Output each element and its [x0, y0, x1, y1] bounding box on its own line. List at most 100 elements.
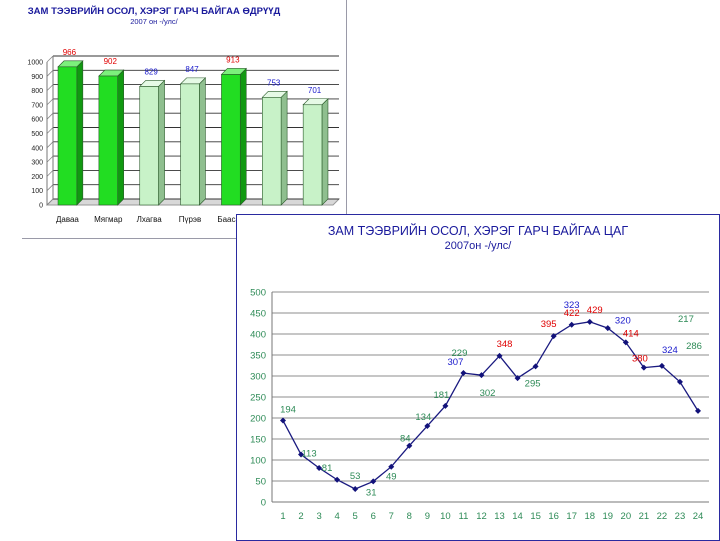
x-tick-label: 13 [494, 511, 505, 522]
data-value-label: 323 [564, 300, 580, 311]
bar [139, 86, 159, 206]
bar-side [321, 98, 329, 206]
y-tick-label: 0 [261, 498, 266, 509]
y-tick-label: 200 [31, 174, 43, 181]
data-point [460, 370, 467, 377]
data-value-label: 295 [525, 378, 541, 389]
weekday-chart-subtitle: 2007 он -/улс/ [130, 17, 178, 26]
data-value-label: 395 [541, 319, 557, 330]
x-tick-label: 22 [657, 511, 668, 522]
bar [302, 104, 323, 206]
y-tick-label: 600 [31, 117, 43, 124]
y-tick-label: 0 [39, 203, 43, 210]
gridline-depth [46, 141, 54, 149]
data-point [514, 375, 521, 382]
weekday-chart-panel: ЗАМ ТЭЭВРИЙН ОСОЛ, ХЭРЭГ ГАРЧ БАЙГАА ӨДР… [22, 0, 347, 239]
bar-side [199, 77, 206, 206]
y-tick-label: 900 [31, 74, 43, 81]
data-value-label: 307 [448, 357, 464, 368]
data-point [406, 442, 413, 449]
data-point [334, 476, 341, 483]
y-tick-label: 400 [250, 330, 266, 341]
data-value-label: 429 [587, 305, 603, 316]
data-point [478, 372, 485, 379]
series-line [282, 321, 699, 490]
data-value-label: 84 [400, 434, 411, 445]
data-point [298, 451, 305, 458]
y-tick-label: 100 [31, 188, 43, 195]
data-point [622, 339, 629, 346]
data-point [442, 402, 449, 409]
bar-side [158, 79, 165, 206]
x-category-label: Мягмар [94, 215, 123, 224]
data-value-label: 113 [301, 449, 316, 460]
data-value-label: 81 [322, 463, 333, 474]
x-tick-label: 6 [371, 511, 376, 522]
data-value-label: 380 [632, 354, 648, 365]
data-point [586, 318, 593, 325]
bar-side [76, 60, 84, 206]
gridline-depth [46, 70, 54, 77]
data-value-label: 53 [350, 471, 361, 482]
y-tick-label: 500 [250, 288, 266, 299]
weekday-chart-title: ЗАМ ТЭЭВРИЙН ОСОЛ, ХЭРЭГ ГАРЧ БАЙГАА ӨДР… [27, 6, 281, 17]
y-tick-label: 150 [250, 435, 266, 446]
bar-value-label: 753 [267, 78, 281, 87]
data-point [496, 352, 503, 359]
x-category-label: Лхагва [137, 215, 163, 224]
bar-value-label: 902 [104, 57, 118, 66]
gridline-depth [46, 98, 54, 106]
data-value-label: 302 [480, 388, 496, 399]
gridline-depth [46, 84, 54, 91]
x-category-label: Баасан [217, 215, 244, 224]
x-tick-label: 2 [298, 511, 303, 522]
y-tick-label: 450 [250, 309, 266, 320]
bar-value-label: 913 [226, 55, 240, 64]
x-tick-label: 20 [621, 511, 632, 522]
gridline-depth [46, 55, 54, 63]
bar-value-label: 966 [63, 48, 77, 57]
bar [98, 75, 118, 206]
y-tick-label: 350 [250, 351, 266, 362]
hourly-chart-panel: ЗАМ ТЭЭВРИЙН ОСОЛ, ХЭРЭГ ГАРЧ БАЙГАА ЦАГ… [236, 214, 720, 541]
y-tick-label: 300 [31, 160, 43, 167]
x-tick-label: 14 [512, 511, 523, 522]
x-tick-label: 7 [389, 511, 394, 522]
y-tick-label: 200 [250, 414, 266, 425]
x-tick-label: 12 [476, 511, 487, 522]
y-tick-label: 500 [31, 131, 43, 138]
bar-side [280, 90, 288, 206]
x-tick-label: 19 [602, 511, 613, 522]
x-tick-label: 4 [334, 511, 339, 522]
data-value-label: 348 [497, 339, 513, 350]
hourly-chart-title: ЗАМ ТЭЭВРИЙН ОСОЛ, ХЭРЭГ ГАРЧ БАЙГАА ЦАГ [327, 224, 629, 238]
bar [262, 97, 282, 206]
data-point [280, 417, 286, 424]
data-value-label: 134 [415, 412, 431, 423]
x-tick-label: 24 [693, 511, 704, 522]
data-point [550, 333, 557, 340]
data-point [532, 363, 539, 370]
y-tick-label: 100 [250, 456, 266, 467]
x-tick-label: 18 [584, 511, 595, 522]
y-tick-label: 700 [31, 102, 43, 109]
bar [221, 74, 241, 206]
bar-side [117, 69, 124, 206]
x-tick-label: 15 [530, 511, 541, 522]
data-point [640, 364, 647, 371]
y-tick-label: 300 [250, 372, 266, 383]
x-category-label: Даваа [56, 215, 79, 224]
y-tick-label: 400 [31, 145, 43, 152]
y-tick-label: 800 [31, 88, 43, 95]
bar-value-label: 701 [308, 86, 322, 95]
weekday-bar-chart: 0 100 200 300 400 500 600 700 800 900 1000 966 Даваа… [27, 48, 341, 224]
data-value-label: 49 [386, 472, 397, 483]
data-value-label: 324 [662, 345, 678, 356]
data-point [676, 378, 683, 385]
gridline-depth [46, 184, 54, 191]
data-value-label: 31 [366, 487, 377, 498]
y-tick-label: 250 [250, 393, 266, 404]
y-tick-label: 1000 [27, 60, 43, 67]
data-point [388, 463, 395, 470]
gridline-depth [46, 127, 54, 134]
